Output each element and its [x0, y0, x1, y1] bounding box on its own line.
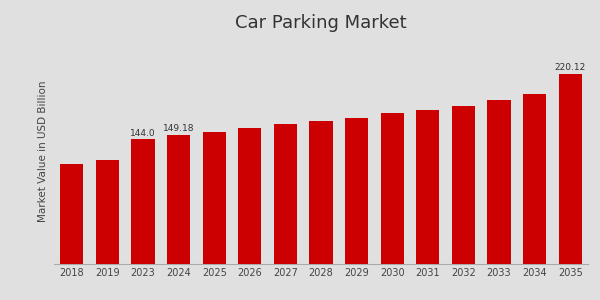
Bar: [523, 94, 546, 264]
Bar: [345, 118, 368, 264]
Bar: [452, 106, 475, 264]
Bar: [380, 113, 404, 264]
Bar: [60, 164, 83, 264]
Text: 144.0: 144.0: [130, 129, 156, 138]
Text: 149.18: 149.18: [163, 124, 194, 133]
Bar: [274, 124, 297, 264]
Bar: [310, 121, 332, 264]
Bar: [167, 135, 190, 264]
Bar: [203, 133, 226, 264]
Bar: [559, 74, 582, 264]
Bar: [131, 140, 155, 264]
Text: 220.12: 220.12: [554, 63, 586, 72]
Bar: [96, 160, 119, 264]
Y-axis label: Market Value in USD Billion: Market Value in USD Billion: [38, 81, 49, 222]
Title: Car Parking Market: Car Parking Market: [235, 14, 407, 32]
Bar: [487, 100, 511, 264]
Bar: [416, 110, 439, 264]
Bar: [238, 128, 262, 264]
